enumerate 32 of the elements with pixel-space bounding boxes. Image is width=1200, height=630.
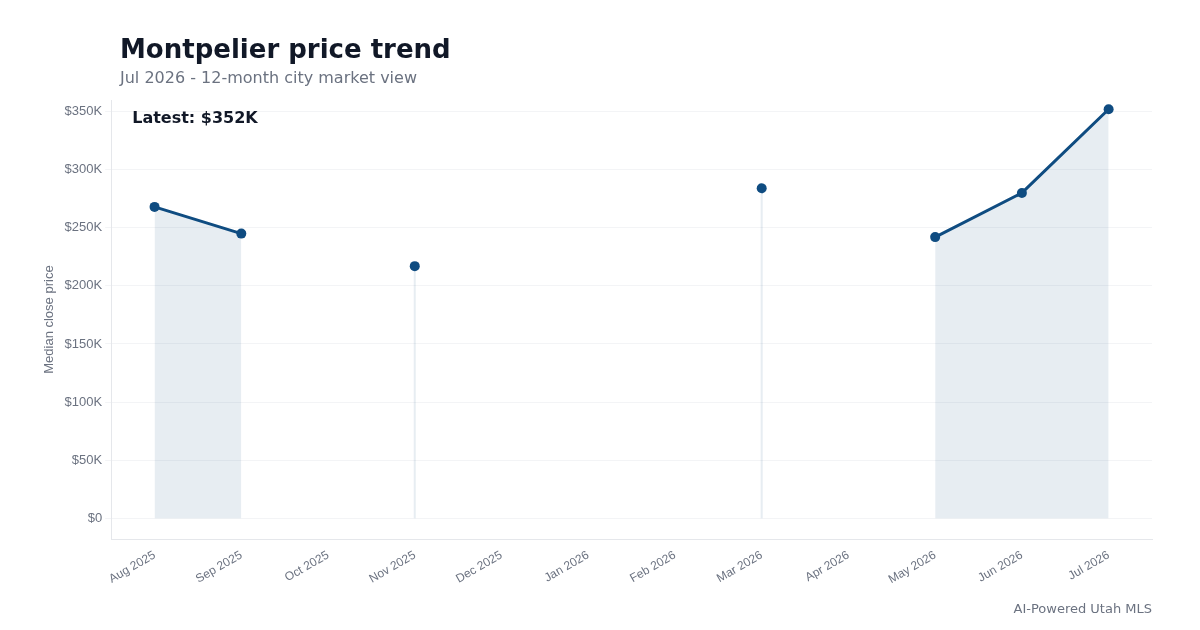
point <box>409 261 420 272</box>
x-tick-label: Jan 2026 <box>541 547 592 585</box>
y-tick-label: $100K <box>64 393 103 409</box>
point <box>756 183 767 194</box>
x-tick-label: Aug 2025 <box>106 547 158 586</box>
y-tick-label: $200K <box>64 277 103 293</box>
y-tick-label: $350K <box>64 103 103 119</box>
point <box>236 228 247 239</box>
x-tick-label: Sep 2025 <box>193 547 245 586</box>
chart-subtitle: Jul 2026 - 12-month city market view <box>120 68 417 87</box>
y-tick-label: $150K <box>64 335 103 351</box>
point <box>930 232 941 243</box>
x-tick-label: Apr 2026 <box>802 547 852 585</box>
x-tick-label: Dec 2025 <box>453 547 505 586</box>
y-tick-label: $50K <box>71 451 103 467</box>
y-tick-label: $0 <box>87 509 103 525</box>
x-tick-label: Mar 2026 <box>714 547 766 586</box>
point <box>149 201 160 212</box>
x-tick-label: Oct 2025 <box>282 547 332 585</box>
x-tick-label: Jul 2026 <box>1065 547 1113 583</box>
y-axis-title: Median close price <box>41 265 57 374</box>
x-tick-label: Jun 2026 <box>975 547 1026 585</box>
x-tick-label: Feb 2026 <box>627 547 679 586</box>
text: AI-Powered Utah MLS <box>1013 601 1152 616</box>
y-tick-label: $300K <box>64 161 103 177</box>
x-tick-label: May 2026 <box>885 547 939 587</box>
y-tick-label: $250K <box>64 219 103 235</box>
annotation: Latest: $352K <box>132 107 259 127</box>
point <box>1103 104 1114 115</box>
point <box>1016 187 1027 198</box>
x-tick-label: Nov 2025 <box>366 547 419 586</box>
chart-title: Montpelier price trend <box>120 34 451 64</box>
